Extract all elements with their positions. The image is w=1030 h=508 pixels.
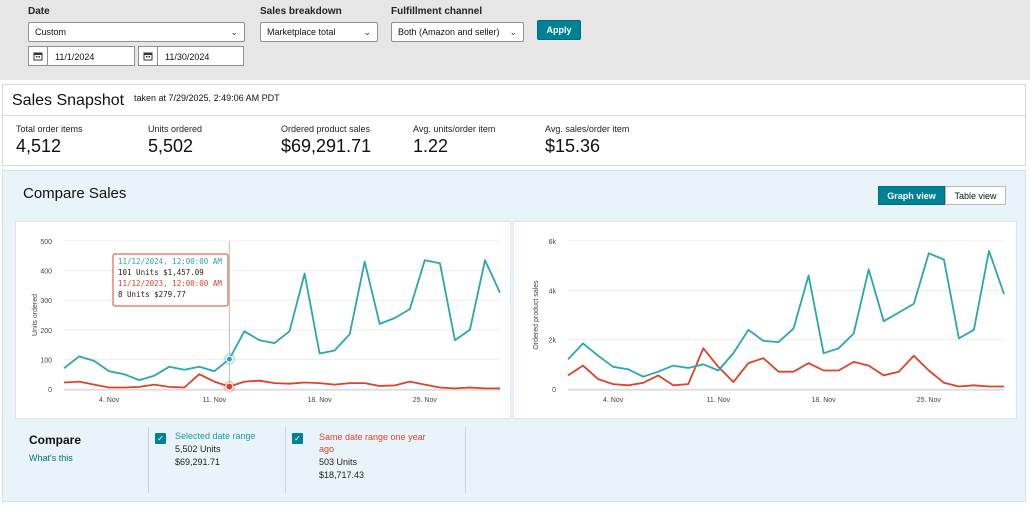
apply-button[interactable]: Apply <box>537 20 581 40</box>
selected-range-line[interactable] <box>567 249 1005 378</box>
divider <box>465 427 466 493</box>
selected-range-sales: $69,291.71 <box>175 457 221 467</box>
end-date-field[interactable]: 11/30/2024 <box>138 46 244 66</box>
y-tick-label: 0 <box>552 387 556 394</box>
metric-value: 4,512 <box>16 136 62 156</box>
metric-label: Avg. sales/order item <box>545 124 630 134</box>
metric-ordered-product-sales: Ordered product sales $69,291.71 <box>281 124 371 157</box>
previous-range-title: Same date range one year ago <box>319 432 426 454</box>
y-tick-label: 100 <box>40 357 52 364</box>
previous-range-checkbox[interactable]: ✓ <box>292 433 303 444</box>
tooltip-previous-date: 11/12/2023, 12:00:00 AM <box>118 279 222 288</box>
end-date-value: 11/30/2024 <box>165 52 210 62</box>
metric-units-ordered: Units ordered 5,502 <box>148 124 202 157</box>
y-tick-label: 300 <box>40 298 52 305</box>
fulfillment-channel-select[interactable]: Both (Amazon and seller) ⌄ <box>391 22 524 42</box>
filters-bar: Date Custom ⌄ 11/1/2024 11/30/2024 Sales… <box>0 0 1030 80</box>
chevron-down-icon: ⌄ <box>363 27 371 37</box>
y-tick-label: 500 <box>40 239 52 246</box>
previous-range-units: 503 Units <box>319 457 358 467</box>
units-chart-panel: 0 100 200 300 400 500 4. Nov 11. Nov 18. Nov 25. … <box>15 221 511 419</box>
sales-snapshot-header: Sales Snapshot taken at 7/29/2025, 2:49:… <box>2 84 1026 116</box>
tooltip-current-date: 11/12/2024, 12:00:00 AM <box>118 257 222 266</box>
compare-label: Compare <box>29 433 82 447</box>
y-tick-label: 200 <box>40 328 52 335</box>
metric-label: Total order items <box>16 124 83 134</box>
y-tick-label: 0 <box>48 387 52 394</box>
y-tick-label: 2k <box>549 338 557 345</box>
selected-range-title: Selected date range <box>175 431 256 441</box>
sales-chart-panel: 0 2k 4k 6k 4. Nov 11. Nov 18. Nov 25. Nov Ordere… <box>513 221 1017 419</box>
compare-sales-panel: Compare Sales Graph view Table view 0 100… <box>2 170 1026 502</box>
hover-marker-current[interactable] <box>225 355 233 363</box>
calendar-icon[interactable] <box>29 47 48 65</box>
tooltip-box <box>112 253 229 307</box>
selected-range-units: 5,502 Units <box>175 444 221 454</box>
chart-tooltip: 11/12/2024, 12:00:00 AM 101 Units $1,457.… <box>112 253 229 307</box>
fulfillment-channel-label: Fulfillment channel <box>391 6 483 17</box>
sales-breakdown-label: Sales breakdown <box>260 6 342 17</box>
metric-value: 5,502 <box>148 136 194 156</box>
y-tick-label: 400 <box>40 269 52 276</box>
metric-value: $15.36 <box>545 136 601 156</box>
start-date-value: 11/1/2024 <box>55 52 95 62</box>
selected-range-checkbox[interactable]: ✓ <box>155 433 166 444</box>
previous-range-line[interactable] <box>63 373 500 390</box>
compare-legend: Compare What's this ✓ Selected date rang… <box>3 423 1027 501</box>
chevron-down-icon: ⌄ <box>230 27 238 37</box>
divider <box>148 427 149 493</box>
chevron-down-icon: ⌄ <box>509 27 517 37</box>
tooltip-previous-values: 8 Units $279.77 <box>118 290 186 299</box>
previous-range-sales: $18,717.43 <box>319 470 365 480</box>
y-tick-label: 4k <box>549 288 557 295</box>
previous-range-line[interactable] <box>567 347 1004 388</box>
y-axis-label: Units ordered <box>32 294 39 336</box>
date-range-select[interactable]: Custom ⌄ <box>28 22 245 42</box>
snapshot-metrics: Total order items 4,512 Units ordered 5,… <box>2 116 1026 166</box>
metric-total-order-items: Total order items 4,512 <box>16 124 83 157</box>
table-view-button[interactable]: Table view <box>945 186 1006 205</box>
start-date-field[interactable]: 11/1/2024 <box>28 46 135 66</box>
x-tick-label: 18. Nov <box>812 397 837 404</box>
metric-avg-sales-per-order-item: Avg. sales/order item $15.36 <box>545 124 629 157</box>
snapshot-timestamp: taken at 7/29/2025, 2:49:06 AM PDT <box>134 93 280 103</box>
x-tick-label: 4. Nov <box>603 397 624 404</box>
metric-label: Ordered product sales <box>281 124 371 134</box>
metric-label: Units ordered <box>148 124 203 134</box>
sales-breakdown-value: Marketplace total <box>267 27 336 37</box>
y-axis-label: Ordered product sales <box>533 280 540 350</box>
x-tick-label: 4. Nov <box>99 397 120 404</box>
divider <box>285 427 286 493</box>
metric-value: 1.22 <box>413 136 449 156</box>
selected-range-line[interactable] <box>63 259 501 382</box>
y-tick-label: 6k <box>549 239 557 246</box>
x-tick-label: 25. Nov <box>413 397 438 404</box>
calendar-icon[interactable] <box>139 47 158 65</box>
hover-marker-previous[interactable] <box>225 382 234 391</box>
tooltip-current-values: 101 Units $1,457.09 <box>118 268 204 277</box>
ordered-product-sales-chart[interactable]: 0 2k 4k 6k 4. Nov 11. Nov 18. Nov 25. Nov Ordere… <box>514 222 1016 418</box>
fulfillment-channel-value: Both (Amazon and seller) <box>398 27 500 37</box>
x-tick-label: 11. Nov <box>203 397 227 404</box>
units-ordered-chart[interactable]: 0 100 200 300 400 500 4. Nov 11. Nov 18. Nov 25. … <box>16 222 510 418</box>
metric-avg-units-per-order-item: Avg. units/order item 1.22 <box>413 124 495 157</box>
x-tick-label: 18. Nov <box>308 397 333 404</box>
x-tick-label: 11. Nov <box>707 397 731 404</box>
snapshot-title: Sales Snapshot <box>12 92 125 109</box>
x-tick-label: 25. Nov <box>917 397 942 404</box>
date-label: Date <box>28 6 50 17</box>
sales-breakdown-select[interactable]: Marketplace total ⌄ <box>260 22 378 42</box>
compare-sales-title: Compare Sales <box>23 185 127 202</box>
metric-label: Avg. units/order item <box>413 124 496 134</box>
metric-value: $69,291.71 <box>281 136 372 156</box>
graph-view-button[interactable]: Graph view <box>878 186 945 205</box>
whats-this-link[interactable]: What's this <box>29 453 73 463</box>
date-range-value: Custom <box>35 27 67 37</box>
